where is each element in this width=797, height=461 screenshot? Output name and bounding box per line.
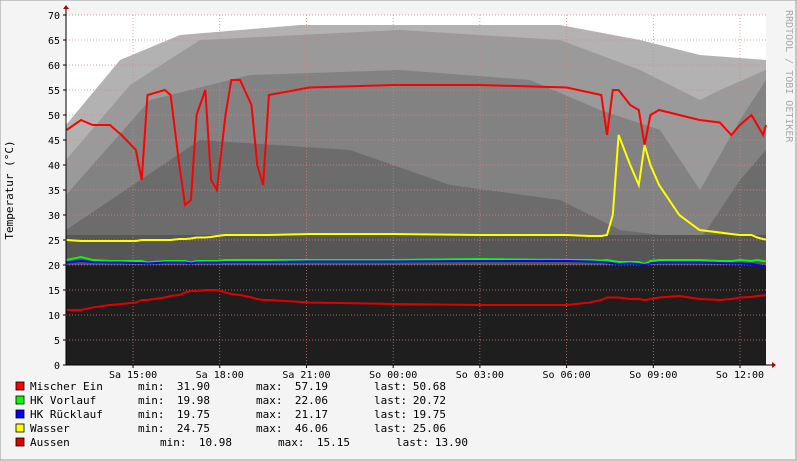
legend-label: HK Rücklauf (30, 408, 103, 421)
stat-value: 15.15 (317, 436, 350, 449)
y-tick-label: 45 (48, 136, 60, 147)
stat-value: 46.06 (295, 422, 328, 435)
y-tick-label: 70 (48, 11, 60, 22)
legend-label: Mischer Ein (30, 380, 103, 393)
stat-value: 24.75 (177, 422, 210, 435)
stat-value: 57.19 (295, 380, 328, 393)
x-tick-label: So 03:00 (456, 370, 504, 381)
stat-value: 21.17 (295, 408, 328, 421)
legend-label: Aussen (30, 436, 70, 449)
y-tick-label: 10 (48, 311, 60, 322)
y-tick-label: 35 (48, 186, 60, 197)
series-line (66, 289, 766, 311)
x-tick-label: So 12:00 (716, 370, 764, 381)
legend-swatch (15, 437, 25, 447)
stat-value: 50.68 (413, 380, 446, 393)
legend-swatch (15, 395, 25, 405)
stat-name: max: (256, 394, 283, 407)
stat-value: 20.72 (413, 394, 446, 407)
stat-value: 31.90 (177, 380, 210, 393)
y-tick-label: 30 (48, 211, 60, 222)
x-tick-label: Sa 18:00 (196, 370, 244, 381)
watermark: RRDTOOL / TOBI OETIKER (783, 10, 794, 143)
stat-name: max: (278, 436, 305, 449)
y-tick-label: 5 (54, 336, 60, 347)
legend-swatch (15, 409, 25, 419)
legend-label: HK Vorlauf (30, 394, 96, 407)
y-tick-label: 20 (48, 261, 60, 272)
stat-name: min: (138, 408, 165, 421)
background-bands (66, 25, 766, 365)
stat-value: 22.06 (295, 394, 328, 407)
lines (66, 79, 767, 311)
stat-name: max: (256, 380, 283, 393)
x-tick-label: Sa 15:00 (109, 370, 157, 381)
stat-name: last: (374, 422, 407, 435)
stat-name: last: (374, 408, 407, 421)
x-tick-label: So 00:00 (369, 370, 417, 381)
legend: Mischer Ein min: 31.90 max: 57.19 last: 50.68 H… (15, 380, 468, 449)
band (66, 265, 766, 365)
legend-label: Wasser (30, 422, 70, 435)
axis-arrow (63, 5, 69, 9)
stat-name: min: (160, 436, 187, 449)
stat-name: last: (374, 380, 407, 393)
stat-name: min: (138, 380, 165, 393)
stat-value: 25.06 (413, 422, 446, 435)
stat-value: 13.90 (435, 436, 468, 449)
y-tick-label: 15 (48, 286, 60, 297)
stat-name: max: (256, 408, 283, 421)
stat-name: min: (138, 422, 165, 435)
series-line (66, 134, 767, 242)
stat-value: 19.75 (413, 408, 446, 421)
band (66, 140, 766, 265)
series-line (66, 255, 767, 266)
stat-value: 19.75 (177, 408, 210, 421)
axis-arrow (772, 362, 776, 368)
y-tick-label: 65 (48, 36, 60, 47)
stat-name: max: (256, 422, 283, 435)
stat-value: 19.98 (177, 394, 210, 407)
stat-name: last: (374, 394, 407, 407)
y-tick-label: 25 (48, 236, 60, 247)
y-axis-label: Temperatur (°C) (3, 140, 16, 239)
x-tick-label: So 09:00 (629, 370, 677, 381)
series-line (66, 259, 767, 268)
series-line (66, 79, 767, 207)
legend-swatch (15, 423, 25, 433)
y-tick-label: 0 (54, 361, 60, 372)
stat-name: min: (138, 394, 165, 407)
y-tick-label: 60 (48, 61, 60, 72)
legend-swatch (15, 381, 25, 391)
y-tick-label: 55 (48, 86, 60, 97)
stat-name: last: (396, 436, 429, 449)
y-tick-label: 40 (48, 161, 60, 172)
x-tick-label: Sa 21:00 (282, 370, 330, 381)
y-tick-label: 50 (48, 111, 60, 122)
x-tick-label: So 06:00 (542, 370, 590, 381)
stat-value: 10.98 (199, 436, 232, 449)
